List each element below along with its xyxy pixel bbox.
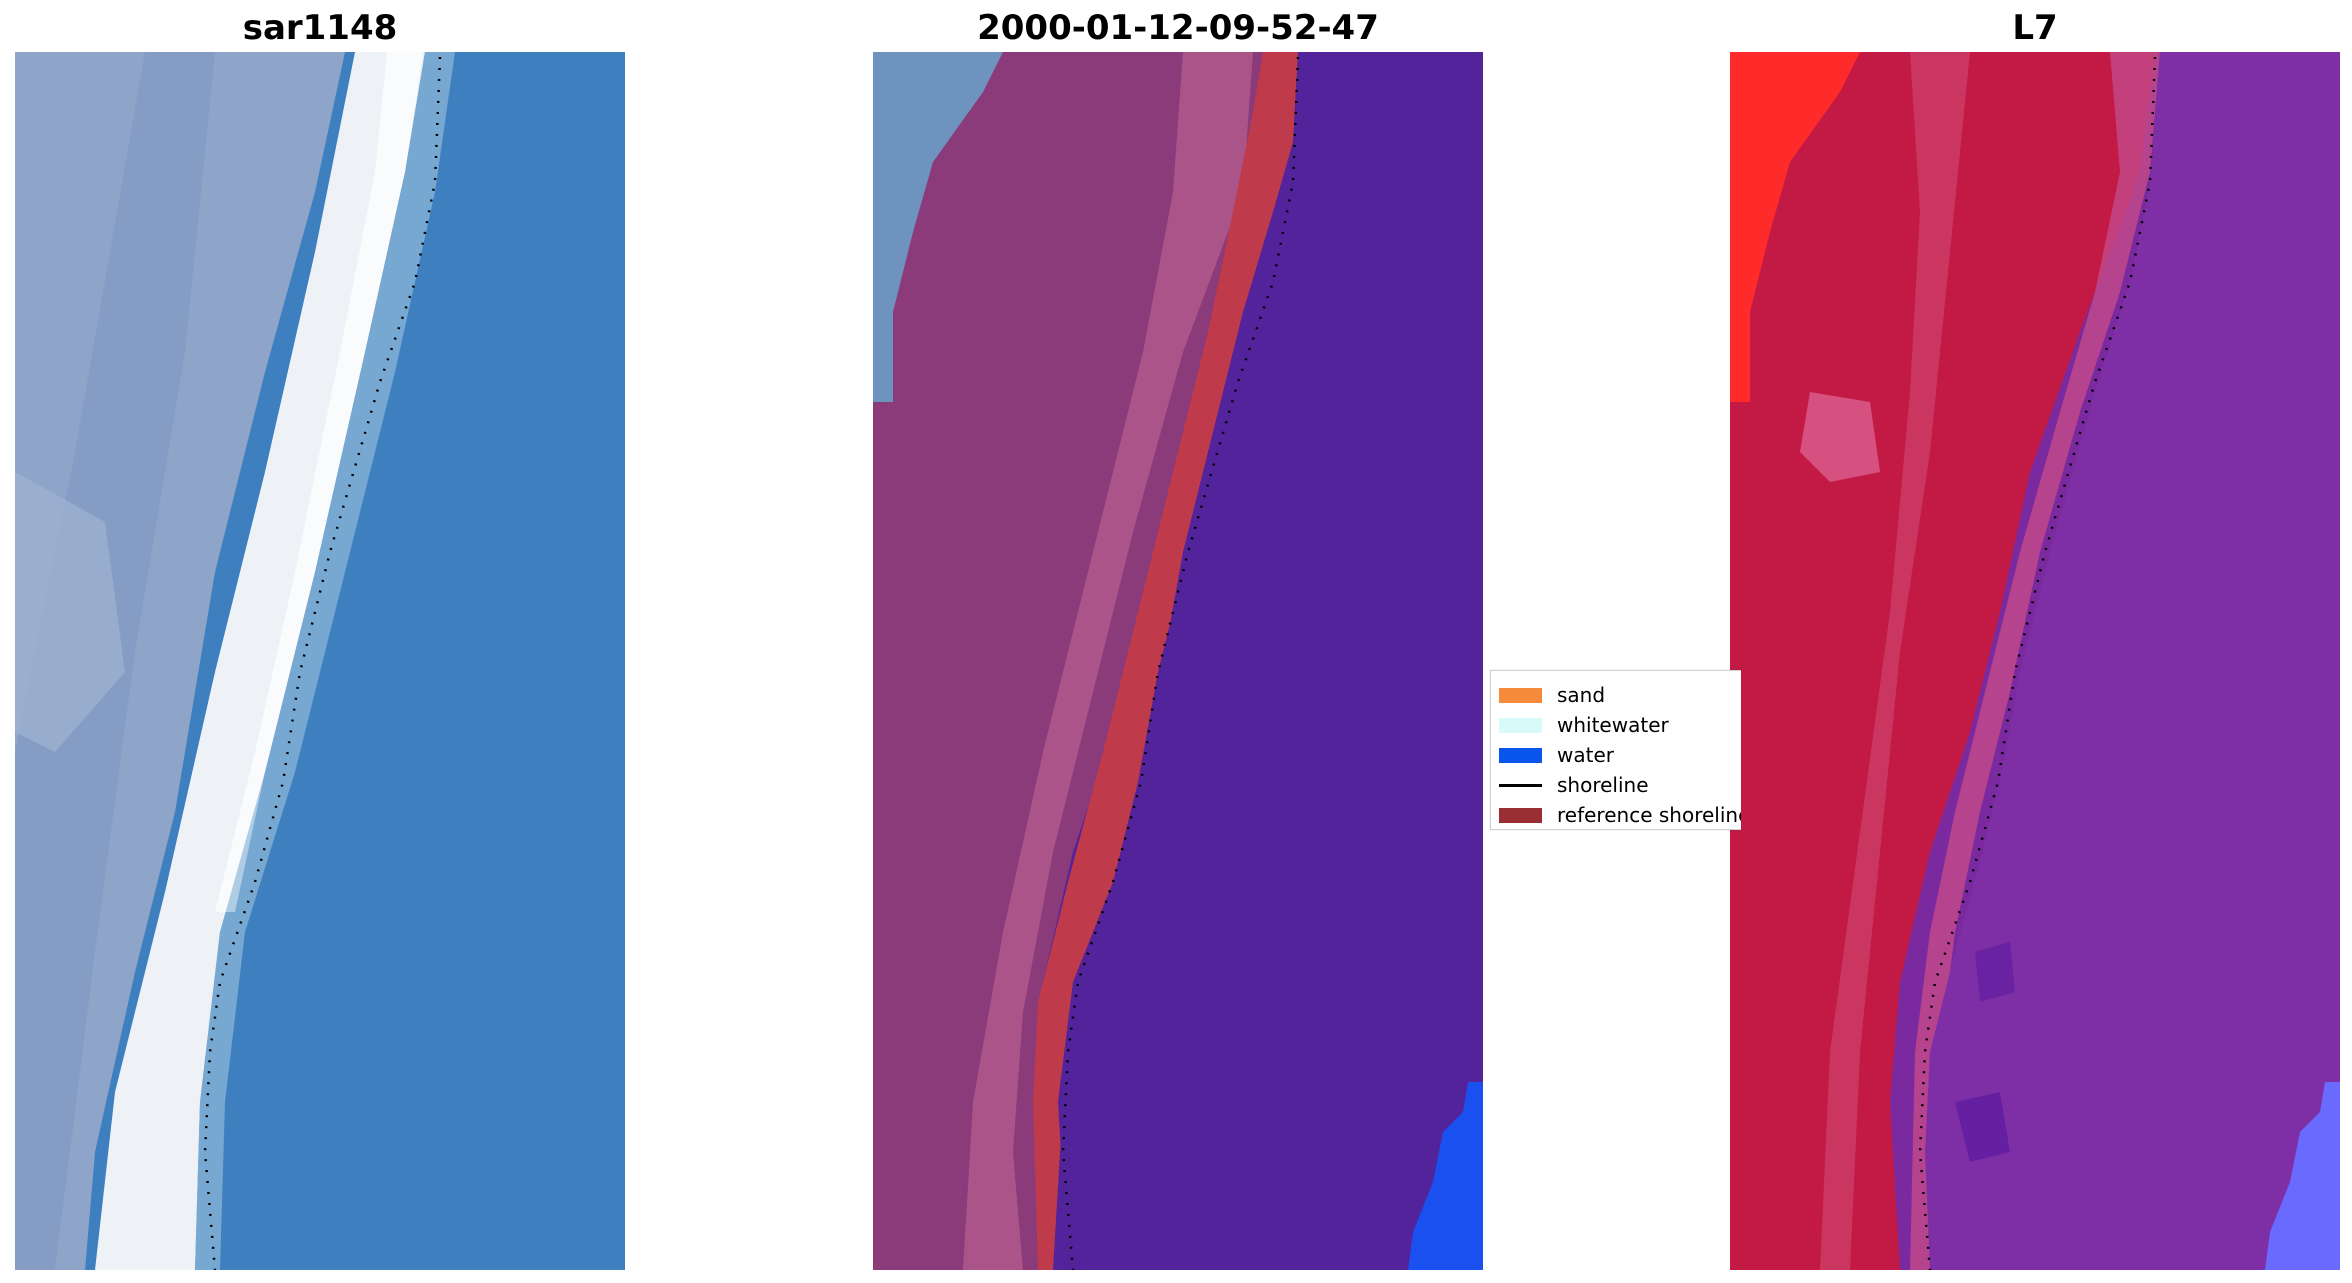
shoreline-line [203,56,442,1270]
water-swatch [1499,748,1542,763]
shoreline-swatch [1499,784,1542,787]
rgb-image-panel [15,52,625,1270]
rgb-image [15,52,625,1270]
l7-image-panel [1730,52,2340,1270]
panel-title-sar1148: sar1148 [242,8,398,48]
legend-label-sand: sand [1557,683,1606,707]
panel-title-l7: L7 [2012,8,2058,48]
legend-label-reference-shoreline: reference shoreline [1557,803,1741,827]
classified-image [873,52,1483,1270]
panel-title-date: 2000-01-12-09-52-47 [977,8,1379,48]
reference-shoreline-swatch [1499,808,1542,823]
classified-image-panel [873,52,1483,1270]
shoreline-line [1918,56,2157,1270]
legend-label-shoreline: shoreline [1557,773,1649,797]
l7-image [1730,52,2340,1270]
legend-label-water: water [1557,743,1614,767]
legend-label-whitewater: whitewater [1557,713,1669,737]
legend: sand whitewater water shoreline referenc… [1490,670,1741,830]
shoreline-line [1061,56,1300,1270]
whitewater-swatch [1499,718,1542,733]
sand-swatch [1499,688,1542,703]
